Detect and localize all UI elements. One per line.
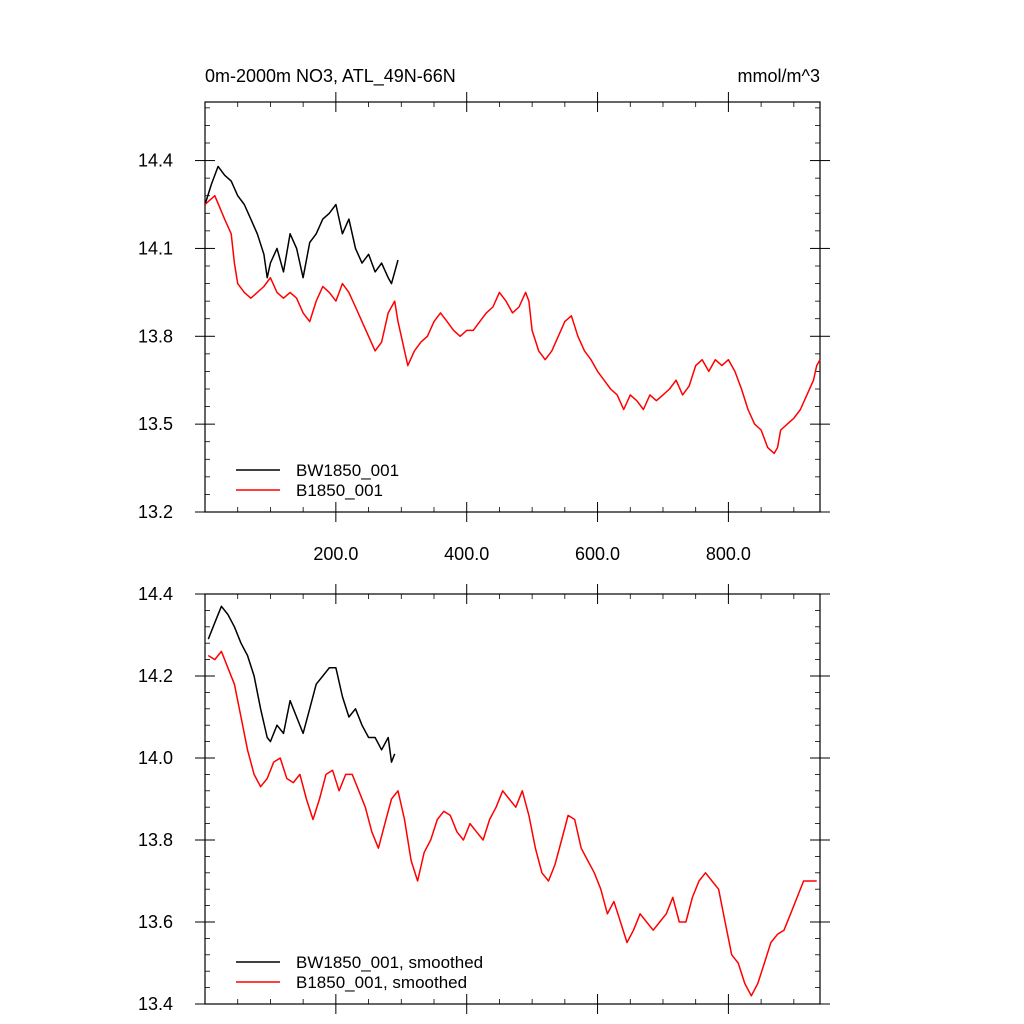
y-tick-label: 13.5	[138, 414, 173, 434]
x-tick-label: 800.0	[706, 544, 751, 564]
legend-label: B1850_001, smoothed	[296, 973, 467, 992]
y-tick-label: 14.4	[138, 151, 173, 171]
x-tick-label: 200.0	[313, 544, 358, 564]
y-tick-label: 14.2	[138, 666, 173, 686]
y-tick-label: 13.6	[138, 912, 173, 932]
series-group	[207, 605, 817, 997]
y-tick-label: 14.1	[138, 238, 173, 258]
y-tick-label: 13.2	[138, 502, 173, 522]
y-tick-label: 13.8	[138, 830, 173, 850]
chart-title: 0m-2000m NO3, ATL_49N-66N	[205, 66, 456, 87]
series-line-1	[204, 194, 821, 455]
y-tick-label: 14.4	[138, 584, 173, 604]
tick-label-group: 200.0 400.0 600.0 800.0 13.2 13.5 13.8 14.1 14.4	[138, 151, 751, 564]
x-tick-label: 600.0	[575, 544, 620, 564]
plot-frame	[204, 593, 821, 1005]
x-tick-label: 400.0	[444, 544, 489, 564]
series-line-1	[207, 650, 817, 997]
legend-label: B1850_001	[296, 481, 383, 500]
series-group	[204, 165, 821, 455]
y-tick-label: 13.8	[138, 326, 173, 346]
legend-label: BW1850_001	[296, 461, 399, 480]
legend-label: BW1850_001, smoothed	[296, 953, 483, 972]
y-tick-label: 13.4	[138, 994, 173, 1014]
series-line-0	[204, 165, 399, 285]
series-line-0	[207, 605, 396, 763]
tick-group	[195, 584, 830, 1014]
y-tick-label: 14.0	[138, 748, 173, 768]
units-label: mmol/m^3	[738, 66, 820, 86]
plot-frame	[204, 101, 821, 513]
tick-label-group: 13.4 13.6 13.8 14.0 14.2 14.4	[138, 584, 173, 1014]
tick-group	[195, 92, 830, 522]
top-panel: 0m-2000m NO3, ATL_49N-66N mmol/m^3 200.0…	[138, 66, 830, 564]
bottom-panel: 13.4 13.6 13.8 14.0 14.2 14.4 BW1850_001, smo…	[138, 584, 830, 1014]
